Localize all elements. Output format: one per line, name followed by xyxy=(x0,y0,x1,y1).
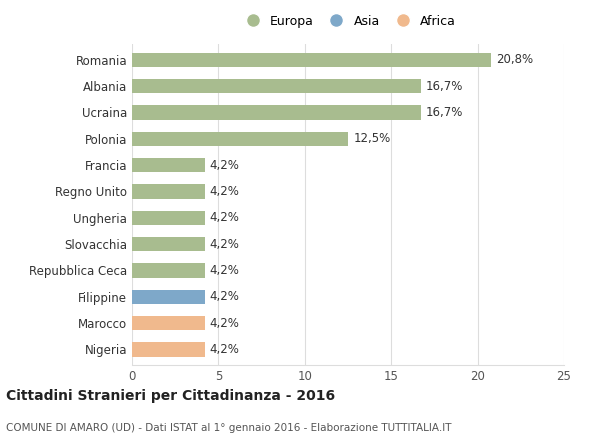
Text: Cittadini Stranieri per Cittadinanza - 2016: Cittadini Stranieri per Cittadinanza - 2… xyxy=(6,389,335,403)
Bar xyxy=(132,237,205,251)
Text: 4,2%: 4,2% xyxy=(210,264,239,277)
Bar xyxy=(132,184,205,199)
Legend: Europa, Asia, Africa: Europa, Asia, Africa xyxy=(236,11,460,31)
Bar xyxy=(132,79,421,93)
Text: 4,2%: 4,2% xyxy=(210,343,239,356)
Text: 4,2%: 4,2% xyxy=(210,316,239,330)
Text: 4,2%: 4,2% xyxy=(210,238,239,251)
Bar xyxy=(132,342,205,357)
Text: 4,2%: 4,2% xyxy=(210,185,239,198)
Text: COMUNE DI AMARO (UD) - Dati ISTAT al 1° gennaio 2016 - Elaborazione TUTTITALIA.I: COMUNE DI AMARO (UD) - Dati ISTAT al 1° … xyxy=(6,423,452,433)
Text: 16,7%: 16,7% xyxy=(426,80,463,93)
Bar xyxy=(132,290,205,304)
Bar xyxy=(132,316,205,330)
Bar xyxy=(132,132,348,146)
Bar xyxy=(132,105,421,120)
Text: 20,8%: 20,8% xyxy=(497,53,534,66)
Text: 16,7%: 16,7% xyxy=(426,106,463,119)
Bar xyxy=(132,210,205,225)
Bar xyxy=(132,158,205,172)
Text: 12,5%: 12,5% xyxy=(353,132,391,145)
Text: 4,2%: 4,2% xyxy=(210,158,239,172)
Text: 4,2%: 4,2% xyxy=(210,211,239,224)
Bar xyxy=(132,52,491,67)
Text: 4,2%: 4,2% xyxy=(210,290,239,303)
Bar xyxy=(132,263,205,278)
